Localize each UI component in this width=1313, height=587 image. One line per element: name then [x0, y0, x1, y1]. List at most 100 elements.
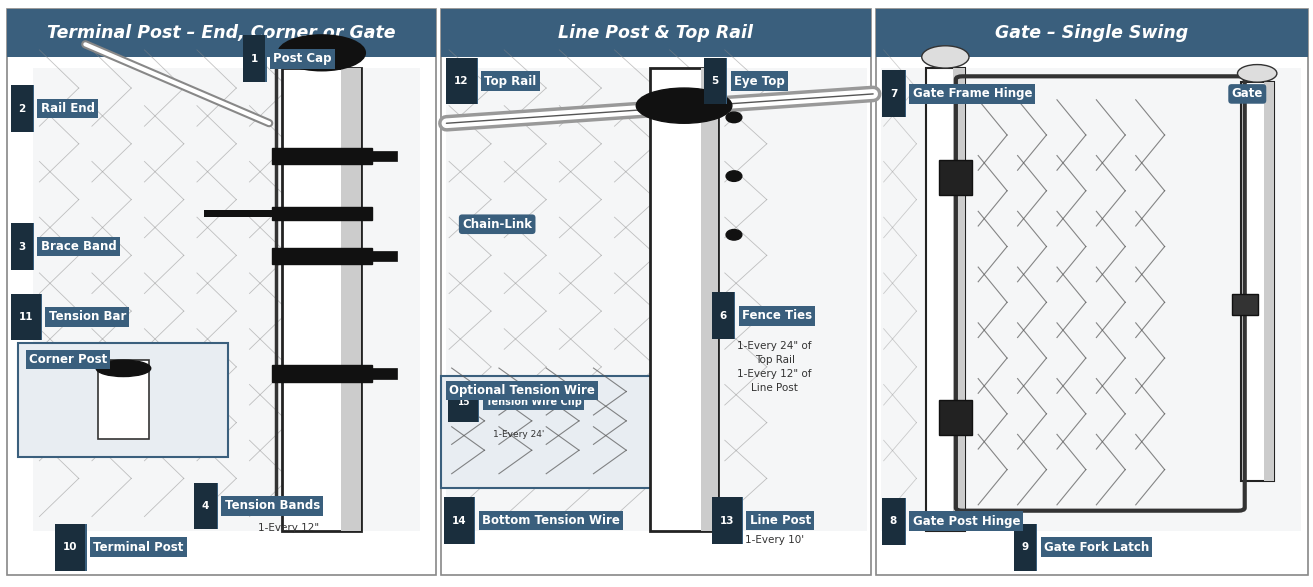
FancyBboxPatch shape: [441, 376, 699, 488]
Text: Chain-Link: Chain-Link: [462, 218, 532, 231]
Text: Tension Bar: Tension Bar: [49, 311, 126, 323]
FancyBboxPatch shape: [272, 207, 372, 220]
FancyBboxPatch shape: [734, 292, 735, 339]
FancyBboxPatch shape: [882, 498, 905, 545]
FancyBboxPatch shape: [18, 343, 228, 457]
Text: 7: 7: [890, 89, 897, 99]
FancyBboxPatch shape: [11, 223, 33, 270]
Text: 13: 13: [720, 515, 734, 526]
Text: 9: 9: [1022, 542, 1028, 552]
FancyBboxPatch shape: [368, 251, 397, 261]
Ellipse shape: [922, 46, 969, 68]
FancyBboxPatch shape: [243, 35, 265, 82]
FancyBboxPatch shape: [55, 524, 85, 571]
FancyBboxPatch shape: [953, 68, 965, 531]
Text: Corner Post: Corner Post: [29, 353, 108, 366]
FancyBboxPatch shape: [11, 85, 33, 132]
Text: Gate – Single Swing: Gate – Single Swing: [995, 24, 1188, 42]
Text: Tension Wire Clip: Tension Wire Clip: [486, 397, 582, 407]
FancyBboxPatch shape: [876, 9, 1308, 575]
FancyBboxPatch shape: [701, 68, 718, 531]
FancyBboxPatch shape: [650, 68, 718, 531]
FancyBboxPatch shape: [265, 35, 267, 82]
FancyBboxPatch shape: [905, 498, 906, 545]
FancyBboxPatch shape: [1241, 82, 1274, 481]
Text: 8: 8: [890, 516, 897, 527]
Ellipse shape: [726, 171, 742, 181]
Ellipse shape: [726, 112, 742, 123]
FancyBboxPatch shape: [882, 70, 905, 117]
FancyBboxPatch shape: [712, 497, 742, 544]
Text: Gate: Gate: [1232, 87, 1263, 100]
FancyBboxPatch shape: [282, 68, 361, 531]
Text: 2: 2: [18, 103, 25, 114]
Text: Optional Tension Wire: Optional Tension Wire: [449, 384, 595, 397]
FancyBboxPatch shape: [368, 368, 397, 379]
Text: 6: 6: [720, 311, 726, 321]
FancyBboxPatch shape: [7, 9, 436, 575]
FancyBboxPatch shape: [11, 294, 41, 340]
FancyBboxPatch shape: [272, 365, 372, 382]
FancyBboxPatch shape: [905, 70, 906, 117]
Text: Fence Ties: Fence Ties: [742, 309, 811, 322]
Ellipse shape: [726, 230, 742, 240]
Text: Eye Top: Eye Top: [734, 75, 785, 87]
Text: Line Post & Top Rail: Line Post & Top Rail: [558, 24, 754, 42]
Text: 12: 12: [454, 76, 469, 86]
FancyBboxPatch shape: [474, 497, 475, 544]
Text: 11: 11: [18, 312, 33, 322]
FancyBboxPatch shape: [448, 382, 478, 422]
FancyBboxPatch shape: [446, 58, 477, 104]
Text: Gate Fork Latch: Gate Fork Latch: [1044, 541, 1149, 554]
Ellipse shape: [1238, 65, 1276, 82]
Text: Bottom Tension Wire: Bottom Tension Wire: [482, 514, 620, 527]
Text: Brace Band: Brace Band: [41, 240, 117, 253]
FancyBboxPatch shape: [704, 58, 726, 104]
FancyBboxPatch shape: [272, 148, 372, 164]
FancyBboxPatch shape: [368, 151, 397, 161]
Text: Rail End: Rail End: [41, 102, 95, 115]
FancyBboxPatch shape: [1014, 524, 1036, 571]
FancyBboxPatch shape: [881, 68, 1301, 531]
Text: Line Post: Line Post: [750, 514, 811, 527]
FancyBboxPatch shape: [1232, 294, 1258, 315]
FancyBboxPatch shape: [712, 292, 734, 339]
FancyBboxPatch shape: [446, 68, 867, 531]
Text: Post Cap: Post Cap: [273, 52, 332, 65]
Text: Gate Frame Hinge: Gate Frame Hinge: [913, 87, 1032, 100]
Text: 14: 14: [452, 515, 466, 526]
FancyBboxPatch shape: [7, 9, 436, 57]
FancyBboxPatch shape: [33, 68, 420, 531]
Text: Terminal Post – End, Corner or Gate: Terminal Post – End, Corner or Gate: [47, 24, 395, 42]
Ellipse shape: [637, 88, 731, 123]
Text: 1-Every 24': 1-Every 24': [492, 430, 545, 439]
FancyBboxPatch shape: [33, 223, 34, 270]
FancyBboxPatch shape: [441, 9, 871, 57]
FancyBboxPatch shape: [272, 248, 372, 264]
FancyBboxPatch shape: [742, 497, 743, 544]
FancyBboxPatch shape: [204, 210, 282, 217]
FancyBboxPatch shape: [98, 360, 148, 439]
FancyBboxPatch shape: [926, 68, 965, 531]
Text: 1-Every 12": 1-Every 12": [259, 523, 319, 534]
FancyBboxPatch shape: [1263, 82, 1274, 481]
FancyBboxPatch shape: [726, 58, 727, 104]
Text: 5: 5: [712, 76, 718, 86]
Text: Tension Bands: Tension Bands: [225, 500, 320, 512]
Text: Top Rail: Top Rail: [484, 75, 537, 87]
FancyBboxPatch shape: [33, 85, 34, 132]
FancyBboxPatch shape: [441, 9, 871, 575]
FancyBboxPatch shape: [939, 160, 972, 195]
FancyBboxPatch shape: [478, 382, 479, 422]
Text: 1-Every 10': 1-Every 10': [744, 535, 805, 545]
Text: 3: 3: [18, 241, 25, 252]
FancyBboxPatch shape: [939, 400, 972, 435]
Text: 10: 10: [63, 542, 77, 552]
Ellipse shape: [96, 360, 151, 376]
FancyBboxPatch shape: [217, 483, 218, 529]
Text: 4: 4: [202, 501, 209, 511]
Text: 1: 1: [251, 53, 257, 64]
Text: Terminal Post: Terminal Post: [93, 541, 184, 554]
FancyBboxPatch shape: [194, 483, 217, 529]
FancyBboxPatch shape: [85, 524, 87, 571]
